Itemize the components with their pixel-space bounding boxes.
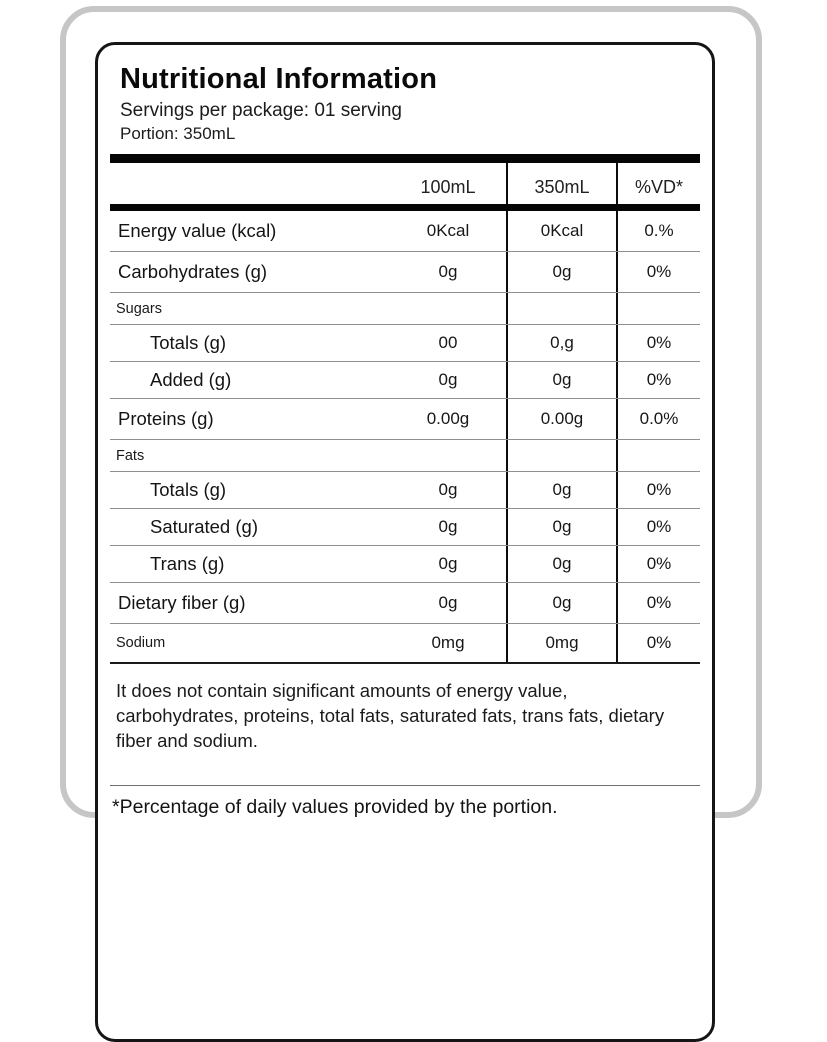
row-label: Fats — [116, 447, 145, 464]
row-value-vd: 0% — [616, 362, 700, 398]
row-value-100ml: 00 — [438, 333, 458, 352]
table-row: Totals (g) 00 0,g 0% — [110, 325, 700, 362]
table-row: Totals (g) 0g 0g 0% — [110, 472, 700, 509]
row-label: Trans (g) — [150, 553, 225, 574]
row-label: Sugars — [116, 300, 162, 317]
row-value-100ml: 0g — [438, 554, 458, 573]
row-value-vd: 0% — [616, 252, 700, 292]
column-header-350ml: 350mL — [506, 163, 616, 204]
row-value-100ml: 0g — [438, 262, 458, 281]
table-row: Carbohydrates (g) 0g 0g 0% — [110, 252, 700, 293]
nutrition-table: 100mL 350mL %VD* Energy value (kcal) 0Kc… — [110, 154, 700, 664]
table-body: Energy value (kcal) 0Kcal 0Kcal 0.% Carb… — [110, 211, 700, 664]
row-value-vd: 0.% — [616, 211, 700, 251]
disclaimer-text: It does not contain significant amounts … — [116, 680, 665, 751]
row-value-100ml: 0mg — [431, 633, 465, 652]
row-value-vd: 0% — [616, 509, 700, 545]
table-row: Fats — [110, 440, 700, 472]
row-value-100ml: 0g — [438, 370, 458, 389]
row-value-100ml: 0g — [438, 480, 458, 499]
row-value-100ml — [390, 308, 506, 309]
row-value-350ml: 0g — [506, 583, 616, 623]
table-header-row: 100mL 350mL %VD* — [110, 163, 700, 204]
row-label: Carbohydrates (g) — [118, 261, 268, 282]
divider-bar-top — [110, 154, 700, 163]
table-row: Proteins (g) 0.00g 0.00g 0.0% — [110, 399, 700, 440]
row-value-350ml: 0g — [506, 362, 616, 398]
table-row: Saturated (g) 0g 0g 0% — [110, 509, 700, 546]
row-value-vd: 0% — [616, 325, 700, 361]
row-value-350ml: 0mg — [506, 624, 616, 662]
row-label: Dietary fiber (g) — [118, 592, 246, 613]
divider-bar-header — [110, 204, 700, 211]
row-value-100ml: 0.00g — [426, 409, 470, 428]
row-label: Sodium — [116, 635, 166, 651]
table-row: Added (g) 0g 0g 0% — [110, 362, 700, 399]
table-row: Dietary fiber (g) 0g 0g 0% — [110, 583, 700, 624]
row-value-100ml: 0Kcal — [426, 221, 470, 240]
row-value-350ml: 0g — [506, 252, 616, 292]
row-value-100ml: 0g — [438, 517, 458, 536]
row-value-350ml: 0g — [506, 509, 616, 545]
row-value-350ml: 0.00g — [506, 399, 616, 439]
row-value-vd — [616, 293, 700, 324]
outer-frame: Nutritional Information Servings per pac… — [60, 6, 762, 1042]
row-value-350ml: 0g — [506, 546, 616, 582]
row-label: Totals (g) — [150, 332, 227, 353]
portion-text: Portion: 350mL — [120, 124, 236, 143]
column-header-empty — [110, 197, 390, 204]
row-label: Proteins (g) — [118, 408, 214, 429]
row-label: Added (g) — [150, 369, 232, 390]
page-title: Nutritional Information — [120, 63, 438, 95]
divider-line — [110, 785, 700, 786]
row-label: Totals (g) — [150, 479, 227, 500]
row-value-350ml: 0g — [506, 472, 616, 508]
row-value-350ml: 0,g — [506, 325, 616, 361]
footnote-text: *Percentage of daily values provided by … — [112, 796, 558, 818]
row-value-100ml — [390, 455, 506, 456]
table-row: Energy value (kcal) 0Kcal 0Kcal 0.% — [110, 211, 700, 252]
nutrition-label-card: Nutritional Information Servings per pac… — [95, 42, 715, 1042]
table-row: Sodium 0mg 0mg 0% — [110, 624, 700, 664]
row-value-350ml — [506, 293, 616, 324]
row-value-vd: 0.0% — [616, 399, 700, 439]
row-label: Saturated (g) — [150, 516, 258, 537]
row-value-350ml — [506, 440, 616, 471]
row-value-350ml: 0Kcal — [506, 211, 616, 251]
row-value-vd — [616, 440, 700, 471]
servings-text: Servings per package: 01 serving — [120, 100, 402, 121]
column-header-100ml: 100mL — [420, 177, 476, 197]
table-row: Trans (g) 0g 0g 0% — [110, 546, 700, 583]
row-value-100ml: 0g — [438, 593, 458, 612]
table-row: Sugars — [110, 293, 700, 325]
column-header-vd: %VD* — [616, 163, 700, 204]
row-value-vd: 0% — [616, 546, 700, 582]
row-value-vd: 0% — [616, 472, 700, 508]
row-value-vd: 0% — [616, 624, 700, 662]
row-value-vd: 0% — [616, 583, 700, 623]
row-label: Energy value (kcal) — [118, 220, 277, 241]
